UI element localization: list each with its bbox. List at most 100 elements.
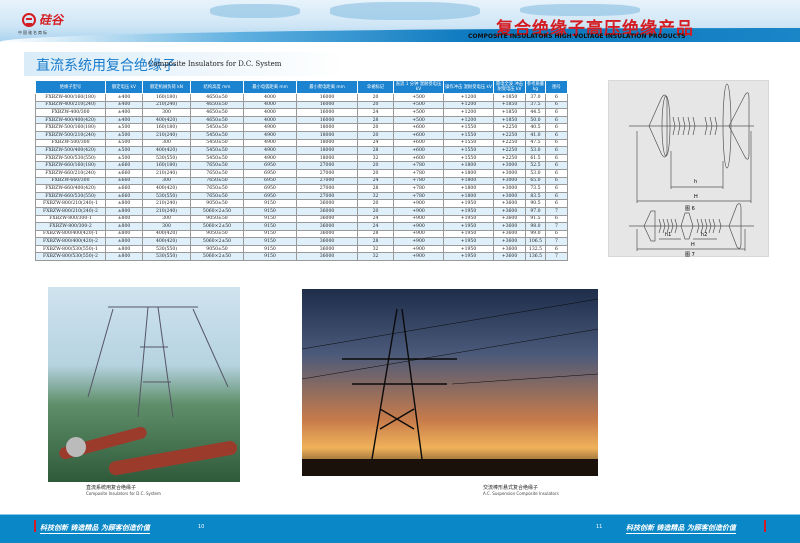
header-banner: 硅谷 中国驰名商标 复合绝缘子高压绝缘产品 COMPOSITE INSULATO… bbox=[0, 0, 800, 42]
table-cell: +1550 bbox=[443, 123, 494, 132]
ac-insulator-photo bbox=[302, 289, 598, 476]
table-cell: +1200 bbox=[443, 93, 494, 102]
table-cell: FXBZW-800/530(550)-1 bbox=[35, 244, 106, 254]
table-cell: 6 bbox=[545, 176, 568, 186]
table-cell: 32 bbox=[357, 244, 394, 254]
table-cell: +600 bbox=[393, 153, 444, 163]
table-cell: 32 bbox=[357, 252, 394, 262]
footer-mark-icon bbox=[34, 520, 36, 532]
table-cell: 400(420) bbox=[142, 146, 191, 155]
table-cell: ±800 bbox=[105, 244, 143, 254]
shed-shape bbox=[666, 218, 670, 234]
column-header: 操作冲击 湿耐受电压 kV bbox=[443, 80, 494, 94]
logo: 硅谷 bbox=[22, 11, 63, 28]
section-heading: 直流系统用复合绝缘子 Composite Insulators for D.C.… bbox=[24, 52, 344, 76]
shed-shape bbox=[714, 116, 718, 136]
table-cell: 44.5 bbox=[525, 108, 546, 117]
table-cell: 6 bbox=[545, 108, 568, 117]
table-cell: FXBZW-660/530(550) bbox=[35, 191, 106, 201]
table-cell: ±660 bbox=[105, 161, 143, 170]
right-caption-cn: 交流棒形悬式复合绝缘子 bbox=[483, 485, 539, 491]
table-cell: 6 bbox=[545, 123, 568, 132]
sunset-tower-image bbox=[302, 298, 598, 476]
table-cell: 24 bbox=[357, 176, 394, 186]
table-cell: 7 bbox=[545, 252, 568, 262]
table-cell: 47.5 bbox=[525, 138, 546, 148]
table-cell: +1200 bbox=[443, 115, 494, 125]
table-cell: 27000 bbox=[296, 168, 358, 178]
table-cell: FXBZW-660/300 bbox=[35, 176, 106, 186]
table-row: FXBZW-800/300-2 ±800 300 5060×2±50 9150 36000… bbox=[35, 222, 568, 231]
table-cell: ±800 bbox=[105, 229, 143, 239]
table-cell: 5450±50 bbox=[190, 138, 244, 148]
table-row: FXBZW-400/300 ±400 300 4650±50 4000 16000 24 +5… bbox=[35, 108, 568, 117]
table-cell: +900 bbox=[393, 222, 444, 231]
table-cell: 28 bbox=[357, 115, 394, 125]
table-cell: 32 bbox=[357, 191, 394, 201]
table-cell: +1200 bbox=[443, 100, 494, 110]
table-header-row: 绝缘子型号 额定电压 kV 额定机械负荷 kN 结构高度 mm 最小电弧距离 mm 最小爬… bbox=[35, 80, 568, 94]
table-cell: 4650±50 bbox=[190, 100, 244, 110]
table-cell: ±800 bbox=[105, 222, 143, 231]
shed-shape bbox=[672, 116, 676, 136]
table-cell: 97.0 bbox=[525, 206, 546, 216]
table-cell: +3600 bbox=[493, 229, 526, 239]
table-cell: 20 bbox=[357, 161, 394, 170]
table-cell: 6 bbox=[545, 138, 568, 148]
table-cell: +500 bbox=[393, 108, 444, 117]
table-cell: 4000 bbox=[243, 108, 297, 117]
table-cell: 530(550) bbox=[142, 191, 191, 201]
table-cell: 400(420) bbox=[142, 229, 191, 239]
table-row: FXBZW-660/160(180) ±660 160(180) 7650±50 695… bbox=[35, 161, 568, 170]
table-cell: +900 bbox=[393, 229, 444, 239]
table-cell: ±800 bbox=[105, 237, 143, 246]
table-cell: 4900 bbox=[243, 130, 297, 140]
table-cell: 5060×2±50 bbox=[190, 237, 244, 246]
table-row: FXBZW-800/400(420)-1 ±800 400(420) 9050±50 9… bbox=[35, 229, 568, 239]
table-cell: +3600 bbox=[493, 206, 526, 216]
table-cell: 36000 bbox=[296, 237, 358, 246]
table-cell: +1950 bbox=[443, 206, 494, 216]
table-cell: 400(420) bbox=[142, 184, 191, 193]
table-cell: 52.5 bbox=[525, 161, 546, 170]
table-cell: 6950 bbox=[243, 161, 297, 170]
shed-shape bbox=[670, 218, 674, 234]
table-cell: 4900 bbox=[243, 146, 297, 155]
table-row: FXBZW-400/400(420) ±400 400(420) 4650±50 400… bbox=[35, 115, 568, 125]
brand-subtitle: 中国驰名商标 bbox=[18, 30, 48, 35]
table-cell: ±500 bbox=[105, 138, 143, 148]
table-cell: 16000 bbox=[296, 108, 358, 117]
table-cell: +1550 bbox=[443, 153, 494, 163]
table-cell: 9050±50 bbox=[190, 244, 244, 254]
table-cell: 28 bbox=[357, 146, 394, 155]
table-row: FXBZW-800/210(240)-2 ±800 210(240) 5060×2±5… bbox=[35, 206, 568, 216]
table-cell: 4900 bbox=[243, 153, 297, 163]
table-cell: 5060×2±50 bbox=[190, 206, 244, 216]
table-cell: +3600 bbox=[493, 244, 526, 254]
table-row: FXBZW-800/530(550)-2 ±800 530(550) 5060×2±5… bbox=[35, 252, 568, 262]
table-cell: 24 bbox=[357, 222, 394, 231]
shed-shape bbox=[682, 116, 686, 136]
table-cell: 20 bbox=[357, 199, 394, 208]
table-cell: 300 bbox=[142, 176, 191, 186]
table-cell: +2250 bbox=[493, 130, 526, 140]
left-photo-caption: 直流系统用复合绝缘子 Composite Insulators for D.C.… bbox=[86, 484, 161, 496]
table-cell: ±400 bbox=[105, 115, 143, 125]
table-cell: 4000 bbox=[243, 100, 297, 110]
table-cell: +3600 bbox=[493, 252, 526, 262]
column-header: 额定电压 kV bbox=[105, 80, 143, 94]
insulator-diagram: h H 图 6 h1 h2 H 图 7 bbox=[608, 80, 769, 258]
table-cell: 90.5 bbox=[525, 199, 546, 208]
table-row: FXBZW-500/300 ±500 300 5450±50 4900 18000 24 +6… bbox=[35, 138, 568, 148]
table-cell: +1550 bbox=[443, 138, 494, 148]
table-cell: 36000 bbox=[296, 229, 358, 239]
right-caption-en: A.C. Suspension Composite Insulators bbox=[483, 491, 559, 496]
table-cell: 6 bbox=[545, 191, 568, 201]
shed-shape bbox=[662, 218, 666, 234]
table-cell: 6950 bbox=[243, 176, 297, 186]
table-cell: 7 bbox=[545, 222, 568, 231]
table-cell: 16000 bbox=[296, 100, 358, 110]
table-row: FXBZW-800/530(550)-1 ±800 530(550) 9050±50 9… bbox=[35, 244, 568, 254]
table-cell: +900 bbox=[393, 206, 444, 216]
table-cell: 160(180) bbox=[142, 123, 191, 132]
